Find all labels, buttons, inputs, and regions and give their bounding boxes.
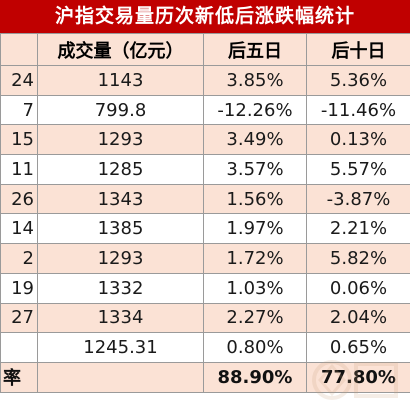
volume-cell: 1332 xyxy=(37,272,204,304)
five-day-change-cell: 1.56% xyxy=(203,183,307,215)
header-cell-five-day: 后五日 xyxy=(203,33,307,66)
five-day-change-cell: 2.27% xyxy=(203,302,307,334)
volume-cell: 1285 xyxy=(37,154,204,185)
row-label-cell: 27 xyxy=(0,302,38,334)
row-label-cell: 11 xyxy=(0,154,38,185)
five-day-change-cell: -12.26% xyxy=(203,94,307,126)
five-day-change-cell: 3.57% xyxy=(203,154,307,185)
row-label-cell: 24 xyxy=(0,65,38,96)
row-label-cell: 15 xyxy=(0,124,38,156)
table-row: 27 1334 2.27% 2.04% xyxy=(0,302,410,334)
volume-cell: 799.8 xyxy=(37,94,204,126)
five-day-change-cell: 1.97% xyxy=(203,213,307,245)
row-label-cell: 26 xyxy=(0,183,38,215)
table-row: 19 1332 1.03% 0.06% xyxy=(0,272,410,304)
volume-cell: 1293 xyxy=(37,243,204,274)
table-row: 26 1343 1.56% -3.87% xyxy=(0,183,410,215)
volume-cell: 1245.31 xyxy=(37,332,204,363)
table-row: 1245.31 0.80% 0.65% xyxy=(0,332,410,363)
table-header-row: 成交量（亿元） 后五日 后十日 xyxy=(0,33,410,66)
ten-day-change-cell: -11.46% xyxy=(306,94,410,126)
ten-day-change-cell: 0.65% xyxy=(306,332,410,363)
table-row: 11 1285 3.57% 5.57% xyxy=(0,154,410,185)
summary-ten-day-cell: 77.80% xyxy=(306,361,410,393)
five-day-change-cell: 1.72% xyxy=(203,243,307,274)
header-cell-label xyxy=(0,33,38,66)
volume-cell: 1385 xyxy=(37,213,204,245)
ten-day-change-cell: -3.87% xyxy=(306,183,410,215)
five-day-change-cell: 1.03% xyxy=(203,272,307,304)
five-day-change-cell: 0.80% xyxy=(203,332,307,363)
row-label-cell: 2 xyxy=(0,243,38,274)
row-label-cell: 7 xyxy=(0,94,38,126)
table-title: 沪指交易量历次新低后涨跌幅统计 xyxy=(0,0,410,33)
ten-day-change-cell: 0.13% xyxy=(306,124,410,156)
row-label-cell: 14 xyxy=(0,213,38,245)
five-day-change-cell: 3.49% xyxy=(203,124,307,156)
row-label-cell: 19 xyxy=(0,272,38,304)
table-row: 24 1143 3.85% 5.36% xyxy=(0,65,410,96)
summary-volume-cell xyxy=(37,361,204,393)
table-row: 15 1293 3.49% 0.13% xyxy=(0,124,410,156)
summary-five-day-cell: 88.90% xyxy=(203,361,307,393)
ten-day-change-cell: 5.82% xyxy=(306,243,410,274)
summary-label-cell: 率 xyxy=(0,361,38,393)
ten-day-change-cell: 2.21% xyxy=(306,213,410,245)
row-label-cell xyxy=(0,332,38,363)
summary-row: 率 88.90% 77.80% xyxy=(0,361,410,393)
ten-day-change-cell: 5.36% xyxy=(306,65,410,96)
volume-cell: 1343 xyxy=(37,183,204,215)
table-row: 14 1385 1.97% 2.21% xyxy=(0,213,410,245)
header-cell-volume: 成交量（亿元） xyxy=(37,33,204,66)
volume-cell: 1334 xyxy=(37,302,204,334)
table-row: 2 1293 1.72% 5.82% xyxy=(0,243,410,274)
volume-cell: 1293 xyxy=(37,124,204,156)
header-cell-ten-day: 后十日 xyxy=(306,33,410,66)
ten-day-change-cell: 0.06% xyxy=(306,272,410,304)
five-day-change-cell: 3.85% xyxy=(203,65,307,96)
ten-day-change-cell: 2.04% xyxy=(306,302,410,334)
table-row: 7 799.8 -12.26% -11.46% xyxy=(0,94,410,126)
volume-cell: 1143 xyxy=(37,65,204,96)
ten-day-change-cell: 5.57% xyxy=(306,154,410,185)
volume-stats-table: 成交量（亿元） 后五日 后十日 24 1143 3.85% 5.36% 7 799.8 -1… xyxy=(0,33,410,393)
